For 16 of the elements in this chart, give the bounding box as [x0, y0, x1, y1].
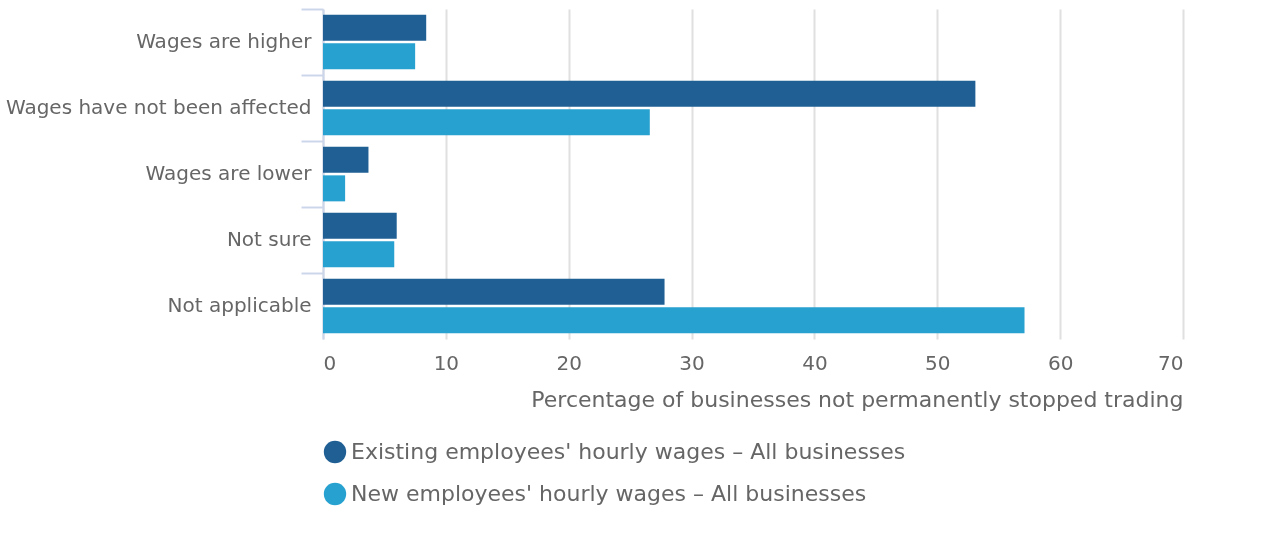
x-tick-label: 60 — [1047, 350, 1074, 375]
x-axis-title: Percentage of businesses not permanently stopped trading — [531, 386, 1184, 412]
y-tick-label: Wages are higher — [136, 29, 313, 53]
x-tick-label: 70 — [1158, 350, 1184, 375]
x-tick-label: 20 — [556, 350, 582, 375]
y-tick-label: Wages are lower — [145, 161, 313, 185]
x-tick-label: 0 — [323, 350, 337, 375]
x-tick-label: 50 — [925, 350, 951, 375]
legend-label: Existing employees' hourly wages – All businesses — [351, 439, 906, 464]
legend-label: New employees' hourly wages – All businesses — [351, 481, 867, 506]
y-tick-label: Wages have not been affected — [5, 95, 312, 119]
y-tick-label: Not sure — [226, 227, 312, 251]
x-tick-label: 40 — [802, 350, 828, 375]
x-tick-label: 30 — [679, 350, 705, 375]
y-tick-label: Not applicable — [167, 293, 312, 317]
x-tick-label: 10 — [433, 350, 460, 375]
